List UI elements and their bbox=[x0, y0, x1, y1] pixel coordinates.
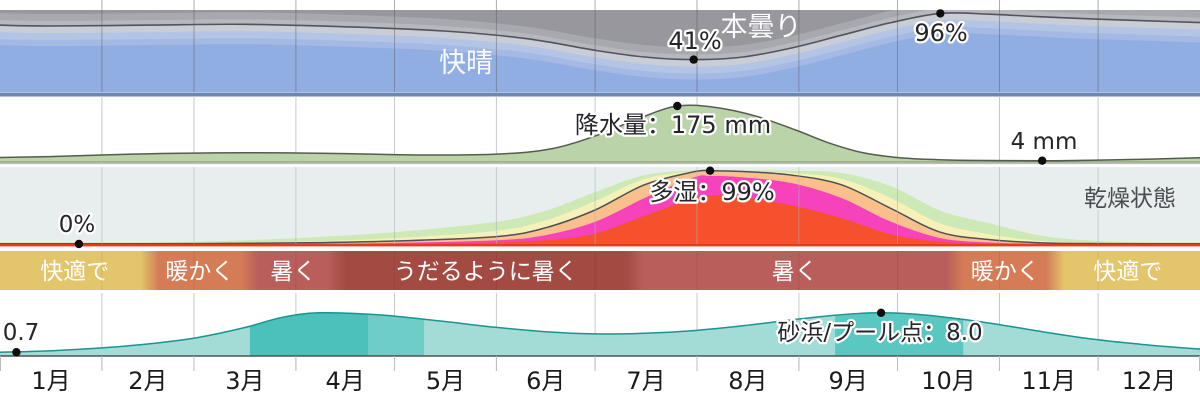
comfort-level-bands: 快適で 暖かく 暑く うだるように暑く 暑く 暖かく 快適で bbox=[0, 251, 1200, 290]
beach-annotation-dots bbox=[12, 308, 886, 357]
comfort-segment bbox=[337, 251, 635, 290]
comfort-segment-label: 暑く bbox=[270, 259, 316, 285]
comfort-segment-label: 快適で bbox=[1093, 259, 1162, 285]
humidity-gridlines bbox=[101, 167, 1099, 244]
cloud-max-annotation: 96% bbox=[914, 19, 967, 47]
data-point-dot bbox=[876, 308, 886, 317]
beach-peak-annotation: 砂浜/プール点：8.0 bbox=[777, 320, 982, 346]
humidity-annotation-dots bbox=[74, 166, 715, 249]
humidity-levels-area bbox=[0, 169, 1200, 244]
rainfall-area bbox=[0, 104, 1200, 162]
cloud-cover-chart: 快晴 本曇り 41% 96% bbox=[0, 0, 1200, 97]
month-label: 12月 bbox=[1122, 367, 1177, 395]
data-point-dot bbox=[936, 9, 945, 18]
month-label: 3月 bbox=[225, 367, 264, 395]
month-label: 1月 bbox=[31, 367, 70, 395]
data-point-dot bbox=[1038, 156, 1047, 165]
month-label: 2月 bbox=[128, 367, 167, 395]
beach-pool-score-chart: 0.7 砂浜/プール点：8.0 bbox=[0, 293, 1200, 371]
month-label: 8月 bbox=[728, 367, 767, 395]
cloud-min-annotation: 41% bbox=[668, 27, 721, 55]
month-label: 10月 bbox=[921, 367, 976, 395]
comfort-segment bbox=[249, 251, 337, 290]
comfort-segment-label: 暖かく bbox=[971, 259, 1040, 285]
precip-max-annotation: 降水量：175 mm bbox=[575, 111, 771, 139]
beach-score-area bbox=[0, 311, 1200, 356]
data-point-dot bbox=[705, 166, 715, 175]
month-axis: 1月 2月 3月 4月 5月 6月 7月 8月 9月 10月 11月 12月 bbox=[0, 356, 1200, 395]
overcast-series-label: 本曇り bbox=[721, 12, 802, 43]
data-point-dot bbox=[689, 55, 698, 64]
comfort-segment bbox=[0, 251, 150, 290]
humidity-level-oppressive bbox=[0, 175, 1200, 244]
month-label: 6月 bbox=[526, 367, 565, 395]
humidity-chart: 乾燥状態 多湿：99% 0% bbox=[0, 166, 1200, 249]
month-label: 5月 bbox=[426, 367, 465, 395]
cloud-band-bottom-border bbox=[0, 92, 1200, 97]
cloud-annotation-dots bbox=[689, 9, 945, 64]
comfort-segment bbox=[149, 251, 250, 290]
comfort-segment-label: うだるように暑く bbox=[394, 259, 578, 285]
cloud-gridlines bbox=[101, 0, 1099, 92]
month-label: 7月 bbox=[626, 367, 665, 395]
comfort-segment bbox=[955, 251, 1056, 290]
data-point-dot bbox=[12, 348, 21, 357]
humidity-level-miserable bbox=[0, 195, 1200, 244]
comfort-segment-label: 暖かく bbox=[165, 259, 234, 285]
month-label: 4月 bbox=[326, 367, 365, 395]
humidity-baseline bbox=[0, 244, 1200, 247]
dry-label: 乾燥状態 bbox=[1084, 186, 1176, 212]
data-point-dot bbox=[74, 239, 84, 249]
humidity-min-annotation: 0% bbox=[59, 212, 96, 238]
clear-series-label: 快晴 bbox=[439, 48, 493, 79]
month-label: 11月 bbox=[1022, 367, 1077, 395]
precip-baseline-strip bbox=[0, 162, 1200, 164]
month-label: 9月 bbox=[829, 367, 868, 395]
data-point-dot bbox=[673, 101, 682, 111]
precipitation-chart: 降水量：175 mm 4 mm bbox=[0, 96, 1200, 165]
comfort-segment bbox=[1055, 251, 1200, 290]
comfort-segment bbox=[634, 251, 955, 290]
comfort-segment-label: 暑く bbox=[772, 259, 818, 285]
humidity-peak-annotation: 多湿：99% bbox=[649, 178, 774, 206]
beach-start-annotation: 0.7 bbox=[3, 320, 40, 346]
precip-min-annotation: 4 mm bbox=[1011, 129, 1078, 155]
comfort-segment-label: 快適で bbox=[40, 259, 109, 285]
precip-annotation-dots bbox=[673, 101, 1047, 165]
